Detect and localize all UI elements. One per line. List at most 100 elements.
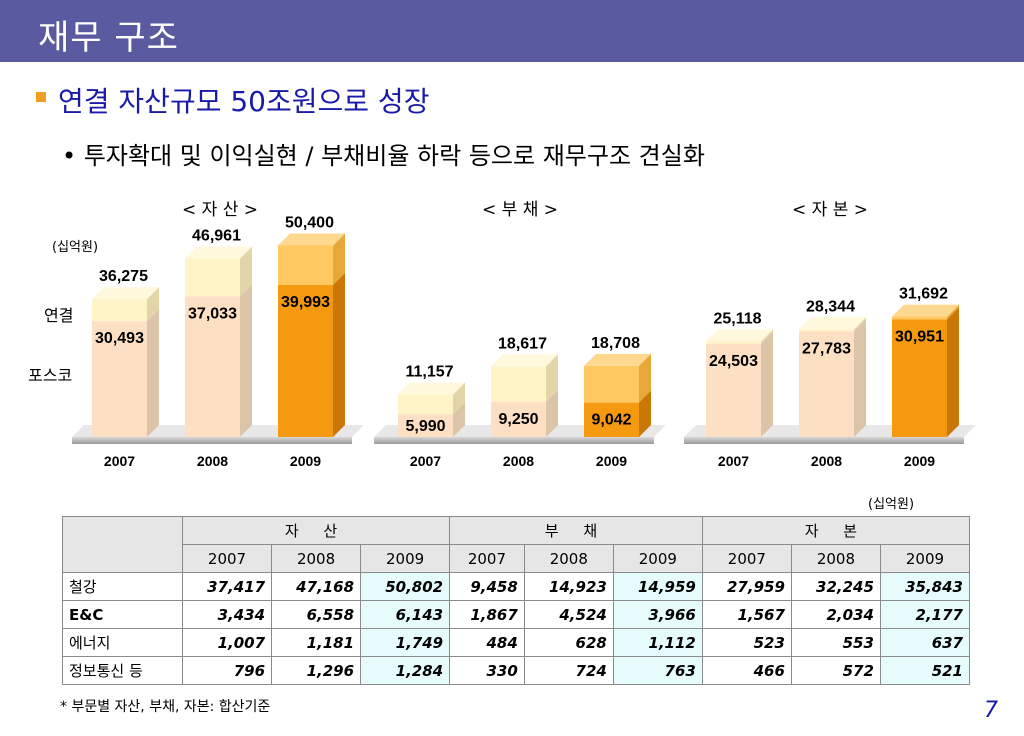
x-tick-label: 2008	[503, 453, 534, 469]
bar-side-lower	[639, 390, 651, 437]
table-cell: 1,867	[449, 600, 525, 629]
bar-top-face	[584, 353, 651, 366]
table-cell: 35,843	[879, 572, 971, 601]
bar-top-face	[278, 233, 345, 246]
bar-side-lower	[761, 331, 773, 437]
bar-posco-segment	[92, 321, 147, 437]
bar-top-face	[491, 354, 558, 367]
data-label-posco: 9,042	[591, 412, 631, 429]
x-tick-label: 2009	[596, 453, 627, 469]
table-year-header: 2009	[360, 544, 451, 573]
x-tick-label: 2007	[410, 453, 441, 469]
bar-charts: 36,275 30,493 2007 46,961 37,033 2008 50,400 39…	[72, 214, 976, 469]
table-cell: 466	[701, 656, 792, 685]
table-row-label: E&C	[62, 600, 183, 629]
table-year-header: 2007	[181, 544, 273, 573]
chart-title-liabilities: < 부 채 >	[482, 200, 558, 220]
bar-posco-segment	[584, 402, 639, 437]
table-group-assets: 자 산	[181, 516, 451, 545]
table-cell: 6,558	[271, 600, 362, 629]
table-cell: 50,802	[360, 572, 451, 601]
bar-side-lower	[546, 389, 558, 437]
table-year-header: 2007	[701, 544, 792, 573]
bar-posco-segment	[799, 331, 854, 437]
table-cell: 6,143	[360, 600, 451, 629]
table-cell: 14,923	[523, 572, 614, 601]
data-label-posco: 39,993	[281, 294, 330, 311]
data-label-total: 31,692	[899, 286, 948, 303]
table-cell: 572	[790, 656, 881, 685]
bar-consolidated-segment	[185, 258, 240, 297]
bar-side-upper	[453, 382, 465, 415]
row-label-posco: 포스코	[28, 366, 73, 385]
x-tick-label: 2007	[718, 453, 749, 469]
table-group-liabilities: 부 채	[449, 516, 703, 545]
data-label-total: 18,617	[498, 335, 547, 352]
bar-side-lower	[947, 307, 959, 437]
table-cell: 637	[879, 628, 971, 657]
table-row: 정보통신 등 796 1,296 1,284 330 724 763 466 572 521	[62, 656, 971, 685]
bar-top-face	[706, 329, 773, 342]
bar-top-face	[892, 304, 959, 317]
table-row: 철강 37,417 47,168 50,802 9,458 14,923 14,959 27,…	[62, 572, 971, 601]
bar-side-upper	[546, 354, 558, 402]
table-cell: 37,417	[181, 572, 273, 601]
data-label-total: 28,344	[806, 298, 855, 315]
page-number: 7	[984, 698, 998, 723]
table-year-header: 2008	[271, 544, 362, 573]
bar-posco-segment	[398, 414, 453, 437]
bar-consolidated-segment	[892, 316, 947, 320]
data-label-posco: 24,503	[709, 353, 758, 370]
table-year-row: 2007 2008 2009 2007 2008 2009 2007 2008 2009	[63, 544, 971, 573]
square-bullet-icon	[36, 92, 46, 102]
table-cell: 1,007	[181, 628, 273, 657]
table-cell: 553	[790, 628, 881, 657]
platform-front	[72, 437, 352, 444]
segment-table: 자 산 부 채 자 본 2007 2008 2009 2007 2008 2009 2007…	[62, 516, 971, 685]
chart-title-assets: < 자 산 >	[182, 200, 258, 220]
table-group-equity: 자 본	[701, 516, 971, 545]
bar-top-face	[799, 317, 866, 330]
data-label-total: 11,157	[405, 364, 453, 381]
table-row: 에너지 1,007 1,181 1,749 484 628 1,112 523 553 637	[62, 628, 971, 657]
data-label-total: 25,118	[713, 311, 761, 328]
table-cell: 14,959	[612, 572, 703, 601]
bar-posco-segment	[706, 343, 761, 437]
page-title: 재무 구조	[38, 18, 179, 58]
bar-side-lower	[147, 309, 159, 437]
table-row-label: 정보통신 등	[62, 656, 183, 685]
table-cell: 2,034	[790, 600, 881, 629]
table-unit-label: (십억원)	[868, 497, 915, 512]
table-cell: 2,177	[879, 600, 971, 629]
x-tick-label: 2008	[811, 453, 842, 469]
platform-front	[374, 437, 654, 444]
data-label-posco: 37,033	[188, 305, 237, 322]
bar-side-upper	[854, 317, 866, 332]
data-label-posco: 27,783	[802, 340, 851, 357]
bar-side-upper	[147, 287, 159, 322]
bar-consolidated-segment	[584, 365, 639, 403]
chart-title-equity: < 자 본 >	[792, 200, 868, 220]
table-cell: 27,959	[701, 572, 792, 601]
table-cell: 1,567	[701, 600, 792, 629]
table-cell: 523	[701, 628, 792, 657]
bar-consolidated-segment	[92, 299, 147, 322]
chart-unit-label: (십억원)	[52, 240, 99, 255]
table-cell: 724	[523, 656, 614, 685]
bar-side-lower	[854, 319, 866, 437]
bar-consolidated-segment	[491, 366, 546, 402]
table-cell: 1,296	[271, 656, 362, 685]
bar-consolidated-segment	[398, 394, 453, 415]
bar-side-lower	[240, 284, 252, 437]
data-label-posco: 5,990	[405, 418, 445, 435]
table-cell: 1,749	[360, 628, 451, 657]
table-cell: 484	[449, 628, 525, 657]
bar-side-upper	[240, 246, 252, 297]
data-label-total: 18,708	[591, 335, 640, 352]
bar-top-face	[92, 287, 159, 300]
bar-side-upper	[947, 304, 959, 320]
table-row-label: 철강	[62, 572, 183, 601]
table-cell: 1,112	[612, 628, 703, 657]
bar-top-face	[185, 246, 252, 259]
bar-top-face	[398, 382, 465, 395]
